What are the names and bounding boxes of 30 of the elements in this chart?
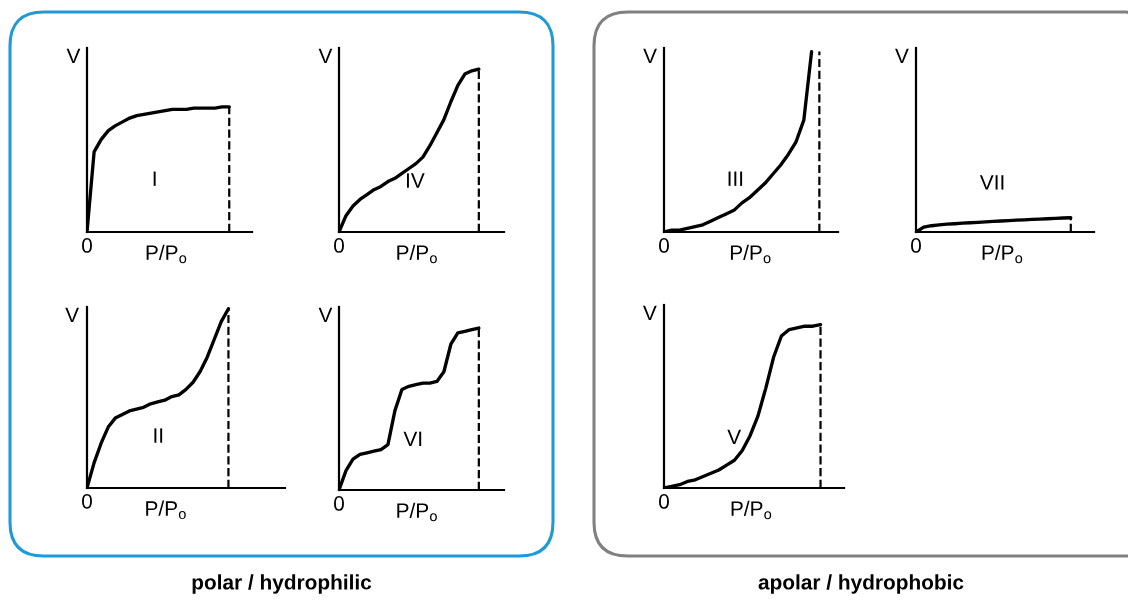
text: 0 bbox=[659, 238, 669, 253]
annotation: IV bbox=[406, 173, 425, 188]
x-axis-title: P/P$_{o}$ bbox=[982, 244, 1023, 264]
text: 0 bbox=[659, 494, 669, 509]
annotation: III bbox=[728, 171, 743, 186]
text: apolar / hydrophobic bbox=[758, 574, 964, 594]
annotation: V bbox=[727, 429, 742, 444]
y-axis-title: V bbox=[895, 48, 909, 64]
x-axis-title: P/P$_{o}$ bbox=[397, 502, 437, 522]
annotation: VI bbox=[403, 431, 422, 446]
text: 0 bbox=[334, 496, 344, 511]
y-axis-title: V bbox=[642, 305, 657, 321]
text: 0 bbox=[911, 238, 921, 253]
text: 0 bbox=[82, 493, 92, 509]
x-axis-title: P/P$_{o}$ bbox=[146, 244, 187, 264]
x-axis-title: P/P$_{o}$ bbox=[146, 500, 186, 520]
text: polar / hydrophilic bbox=[192, 574, 372, 594]
annotation: I bbox=[153, 171, 156, 186]
y-axis-title: V bbox=[66, 48, 81, 64]
x-axis-title: P/P$_{o}$ bbox=[731, 500, 772, 520]
y-axis-title: V bbox=[318, 307, 333, 323]
text: 0 bbox=[82, 238, 92, 253]
x-axis-title: P/P$_{o}$ bbox=[397, 244, 437, 264]
x-axis-title: P/P$_{o}$ bbox=[730, 244, 771, 264]
text: 0 bbox=[334, 238, 344, 253]
y-axis-title: V bbox=[318, 48, 333, 64]
annotation: II bbox=[154, 428, 163, 443]
y-axis-title: V bbox=[65, 307, 79, 323]
text: VII bbox=[979, 175, 1004, 190]
y-axis-title: V bbox=[643, 48, 657, 64]
